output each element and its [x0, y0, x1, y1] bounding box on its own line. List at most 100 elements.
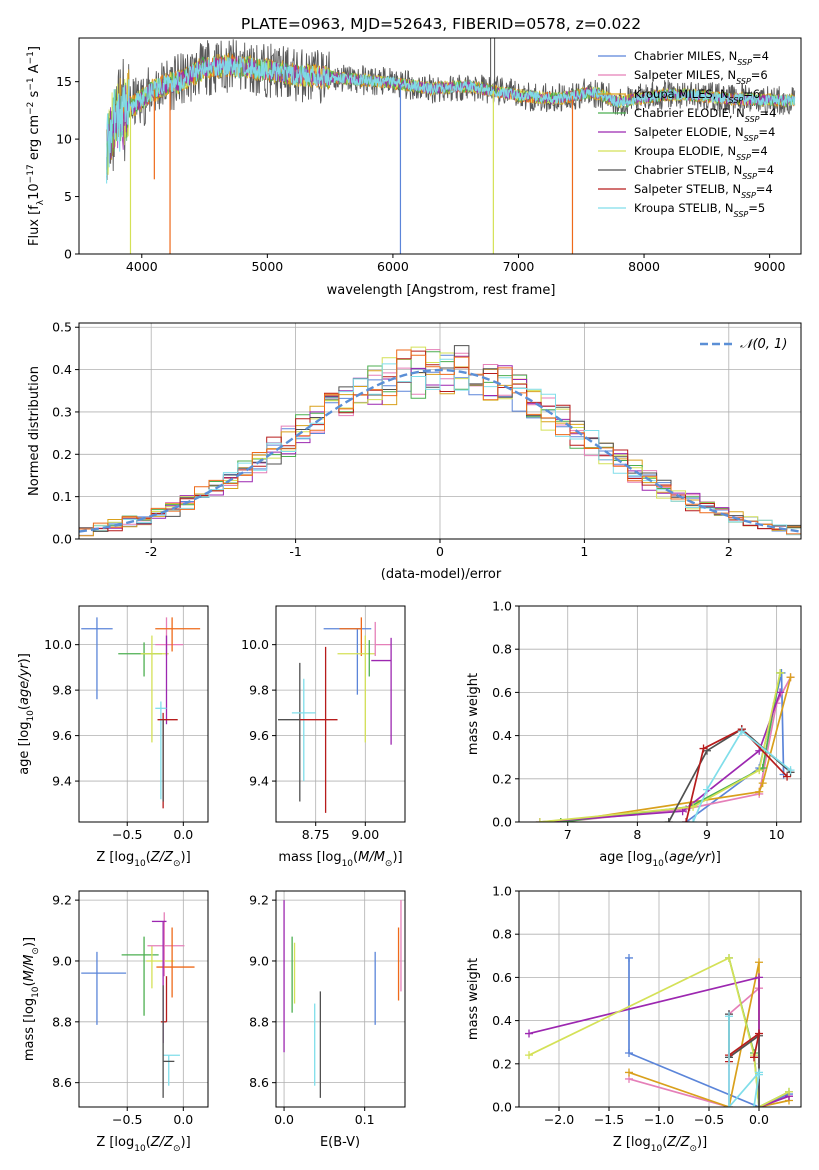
x-tick-label: 0.0: [749, 1112, 769, 1127]
y-tick-label: 0.0: [492, 1100, 512, 1115]
weight-marker: [725, 953, 733, 962]
y-tick-label: 8.8: [52, 1014, 72, 1029]
x-tick-label: -2: [145, 544, 157, 559]
weight-marker: [755, 1029, 763, 1038]
legend-entry: Salpeter MILES, NSSP=6: [634, 68, 768, 86]
y-tick-label: 0.8: [492, 642, 512, 657]
y-tick-label: 9.0: [52, 953, 72, 968]
weight-line-chabrier-elodie: [560, 672, 781, 822]
x-axis-label: E(B-V): [320, 1135, 360, 1150]
legend-entry: Kroupa ELODIE, NSSP=4: [634, 144, 768, 162]
weight-marker: [783, 772, 792, 781]
chart-mass_vs_Z: −0.5 0.0 8.6 8.8 9.0 9.2 Z [log10(Z/Z⊙)] mass […: [22, 890, 209, 1154]
weight-marker: [525, 1051, 533, 1060]
y-tick-label: 0.4: [52, 362, 72, 377]
plot-area-mw_vs_age: [519, 606, 801, 822]
x-tick-label: 9: [703, 827, 711, 842]
figure-title: PLATE=0963, MJD=52643, FIBERID=0578, z=0…: [241, 15, 641, 33]
weight-marker: [755, 973, 763, 982]
y-axis-label: mass weight: [466, 958, 481, 1040]
weight-marker: [750, 1053, 758, 1062]
y-axis-label: age [log10(age/yr)]: [17, 653, 36, 775]
x-axis-label: Z [log10(Z/Z⊙)]: [96, 1135, 190, 1154]
weight-marker: [737, 727, 746, 736]
weight-line-kroupa-miles: [560, 677, 792, 822]
y-tick-label: 1.0: [492, 599, 512, 614]
weight-marker: [703, 785, 711, 794]
y-tick-label: 0.6: [492, 970, 512, 985]
x-axis-label: Z [log10(Z/Z⊙)]: [96, 850, 190, 869]
x-tick-label: 8000: [628, 259, 660, 274]
chart-mass_vs_ebv: 0.0 0.1 8.6 8.8 9.0 9.2 E(B-V): [249, 890, 406, 1150]
legend-entry: Chabrier STELIB, NSSP=4: [634, 163, 774, 181]
weight-marker: [664, 818, 673, 822]
x-tick-label: 2: [725, 544, 733, 559]
legend-entry: Chabrier MILES, NSSP=4: [634, 49, 769, 67]
y-tick-label: 0.2: [52, 447, 72, 462]
weight-marker: [699, 744, 708, 753]
x-axis-label: wavelength [Angstrom, rest frame]: [327, 283, 556, 298]
y-axis-label: mass [log10(M/M⊙)]: [22, 937, 41, 1061]
x-tick-label: -1: [289, 544, 301, 559]
spectrum-line-chabrier-stelib: [106, 39, 796, 181]
weight-marker: [785, 1087, 793, 1096]
weight-marker: [758, 779, 767, 788]
x-tick-label: 8.75: [302, 827, 330, 842]
x-tick-label: 7: [564, 827, 572, 842]
plot-area-mass_vs_Z: [79, 891, 208, 1107]
weight-marker: [725, 1012, 733, 1021]
weight-marker: [625, 953, 633, 962]
y-axis-label: Flux [fλ10−17 erg cm−2 s−1 A−1]: [26, 46, 46, 246]
x-tick-label: 0.1: [355, 1112, 375, 1127]
x-tick-label: −1.0: [644, 1112, 674, 1127]
weight-line-salpeter-elodie: [539, 692, 781, 822]
legend-entry: Kroupa MILES, NSSP=6: [634, 87, 760, 105]
y-tick-label: 9.2: [249, 893, 269, 908]
y-tick-label: 0.6: [492, 685, 512, 700]
x-tick-label: −2.0: [544, 1112, 574, 1127]
weight-marker: [786, 766, 795, 775]
chart-mw_vs_Z: −2.0 −1.5 −1.0 −0.5 0.0 0.0 0.2 0.4 0.6 0.8 1.0 Z […: [466, 884, 802, 1154]
x-tick-label: 0.0: [274, 1112, 294, 1127]
x-axis-label: Z [log10(Z/Z⊙)]: [613, 1135, 707, 1154]
y-tick-label: 0.5: [52, 320, 72, 335]
chart-spectrum: 4000 5000 6000 7000 8000 9000 0 5 10 15 Chabrier M…: [26, 37, 802, 298]
x-tick-label: 5000: [251, 259, 283, 274]
weight-marker: [776, 688, 785, 697]
weight-marker: [755, 1103, 763, 1107]
axes-frame: [78, 890, 209, 1108]
weight-line-chabrier-miles: [628, 958, 790, 1107]
x-tick-label: −1.5: [594, 1112, 624, 1127]
legend-entry: Kroupa STELIB, NSSP=5: [634, 201, 765, 219]
weight-marker: [755, 766, 764, 775]
x-tick-label: 9000: [754, 259, 786, 274]
weight-marker: [750, 1103, 758, 1107]
y-tick-label: 0.8: [492, 927, 512, 942]
weight-marker: [755, 787, 764, 796]
x-tick-label: 7000: [503, 259, 535, 274]
x-tick-label: 1: [580, 544, 588, 559]
spectrum-line-kroupa-stelib: [106, 56, 796, 184]
y-axis-label: Normed distribution: [27, 366, 42, 496]
y-tick-label: 5: [64, 189, 72, 204]
x-tick-label: 0: [436, 544, 444, 559]
weight-marker: [625, 1068, 633, 1077]
x-tick-label: −0.5: [694, 1112, 724, 1127]
axes-frame: [275, 890, 406, 1108]
y-tick-label: 9.6: [52, 728, 72, 743]
y-tick-label: 9.6: [249, 728, 269, 743]
y-tick-label: 9.8: [52, 683, 72, 698]
x-tick-label: 8: [633, 827, 641, 842]
plot-area-residuals: [79, 323, 801, 539]
y-tick-label: 9.0: [249, 953, 269, 968]
axes-frame: [275, 605, 406, 823]
y-tick-label: 0.2: [492, 1056, 512, 1071]
y-tick-label: 0.0: [52, 532, 72, 547]
y-tick-label: 8.6: [52, 1075, 72, 1090]
y-tick-label: 0.3: [52, 404, 72, 419]
axes-frame: [518, 605, 802, 823]
gaussian-curve: [79, 368, 801, 533]
plot-area-age_vs_Z: [79, 606, 208, 822]
